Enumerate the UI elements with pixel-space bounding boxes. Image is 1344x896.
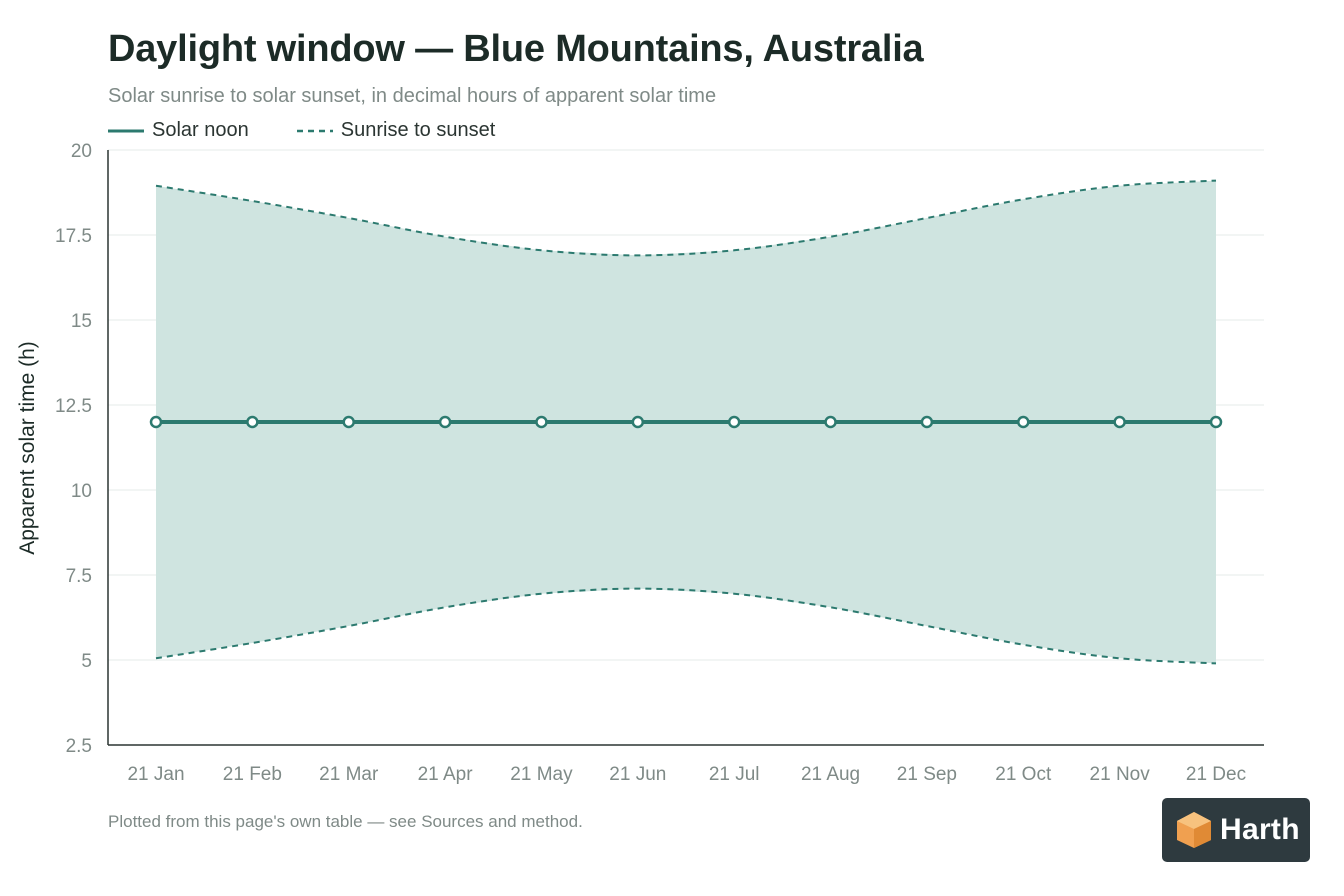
y-tick-label: 5 bbox=[81, 651, 92, 672]
chart-subtitle: Solar sunrise to solar sunset, in decima… bbox=[108, 85, 717, 107]
x-tick-label: 21 Oct bbox=[995, 764, 1052, 785]
legend-label-solar-noon: Solar noon bbox=[152, 119, 249, 141]
y-tick-label: 2.5 bbox=[66, 736, 92, 757]
solar-noon-point bbox=[149, 415, 163, 429]
x-tick-label: 21 Feb bbox=[223, 764, 282, 785]
x-tick-label: 21 Nov bbox=[1090, 764, 1151, 785]
chart-title: Daylight window — Blue Mountains, Austra… bbox=[108, 28, 924, 70]
x-tick-label: 21 Sep bbox=[897, 764, 957, 785]
solar-noon-point bbox=[1209, 415, 1223, 429]
solar-noon-point bbox=[438, 415, 452, 429]
solar-noon-point bbox=[1113, 415, 1126, 429]
solar-noon-point bbox=[727, 415, 741, 429]
solid-line-icon bbox=[108, 129, 144, 132]
y-tick-label: 7.5 bbox=[66, 566, 92, 587]
brand-logo[interactable]: Harth bbox=[1162, 798, 1310, 862]
x-tick-label: 21 Aug bbox=[801, 764, 860, 785]
x-tick-label: 21 Mar bbox=[319, 764, 379, 785]
solar-noon-point bbox=[246, 415, 259, 429]
y-axis-label: Apparent solar time (h) bbox=[16, 341, 39, 555]
logo-text: Harth bbox=[1220, 813, 1300, 846]
solar-noon-point bbox=[535, 415, 548, 429]
y-tick-label: 15 bbox=[71, 311, 92, 332]
x-tick-label: 21 Jun bbox=[609, 764, 666, 785]
solar-noon-point bbox=[1017, 415, 1030, 429]
solar-noon-point bbox=[631, 415, 645, 429]
solar-noon-point bbox=[824, 415, 837, 429]
x-tick-label: 21 Dec bbox=[1186, 764, 1246, 785]
y-tick-label: 20 bbox=[71, 141, 92, 162]
footnote: Plotted from this page's own table — see… bbox=[108, 812, 583, 831]
solar-noon-point bbox=[342, 415, 355, 429]
legend-item-sunrise-sunset: Sunrise to sunset bbox=[296, 119, 496, 142]
x-tick-label: 21 Jul bbox=[709, 764, 760, 785]
cube-icon bbox=[1177, 812, 1211, 848]
x-tick-label: 21 Apr bbox=[418, 764, 474, 785]
dashed-line-icon bbox=[296, 129, 333, 132]
y-tick-label: 17.5 bbox=[55, 226, 92, 247]
x-tick-label: 21 May bbox=[510, 764, 573, 785]
legend: Solar noon Sunrise to sunset bbox=[108, 119, 543, 142]
x-tick-label: 21 Jan bbox=[127, 764, 184, 785]
legend-item-solar-noon: Solar noon bbox=[108, 119, 249, 142]
legend-label-sunrise-sunset: Sunrise to sunset bbox=[340, 119, 496, 141]
y-tick-label: 10 bbox=[71, 481, 92, 502]
y-tick-label: 12.5 bbox=[55, 396, 92, 417]
solar-noon-point bbox=[920, 415, 934, 429]
